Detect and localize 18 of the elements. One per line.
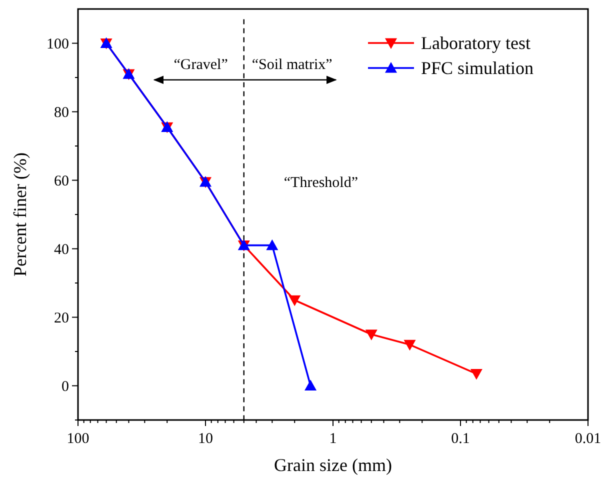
y-axis-title: Percent finer (%) xyxy=(10,152,30,276)
x-tick-label: 10 xyxy=(198,431,213,447)
legend-label: Laboratory test xyxy=(421,33,530,53)
y-tick-label: 20 xyxy=(54,310,69,326)
y-tick-label: 40 xyxy=(54,242,69,258)
y-tick-label: 0 xyxy=(62,378,69,395)
legend-label: PFC simulation xyxy=(421,58,534,78)
y-tick-label: 80 xyxy=(54,104,69,121)
x-tick-label: 100 xyxy=(66,431,90,447)
y-tick-label: 60 xyxy=(54,173,69,190)
x-tick-label: 0.1 xyxy=(451,431,470,447)
annotation: “Soil matrix” xyxy=(252,56,332,73)
y-tick-label: 100 xyxy=(46,36,69,52)
annotation: “Gravel” xyxy=(174,56,228,73)
x-axis-title: Grain size (mm) xyxy=(274,455,392,475)
x-tick-label: 0.01 xyxy=(574,431,602,447)
x-tick-label: 1 xyxy=(329,431,337,447)
ref-line-label: “Threshold” xyxy=(284,174,358,191)
